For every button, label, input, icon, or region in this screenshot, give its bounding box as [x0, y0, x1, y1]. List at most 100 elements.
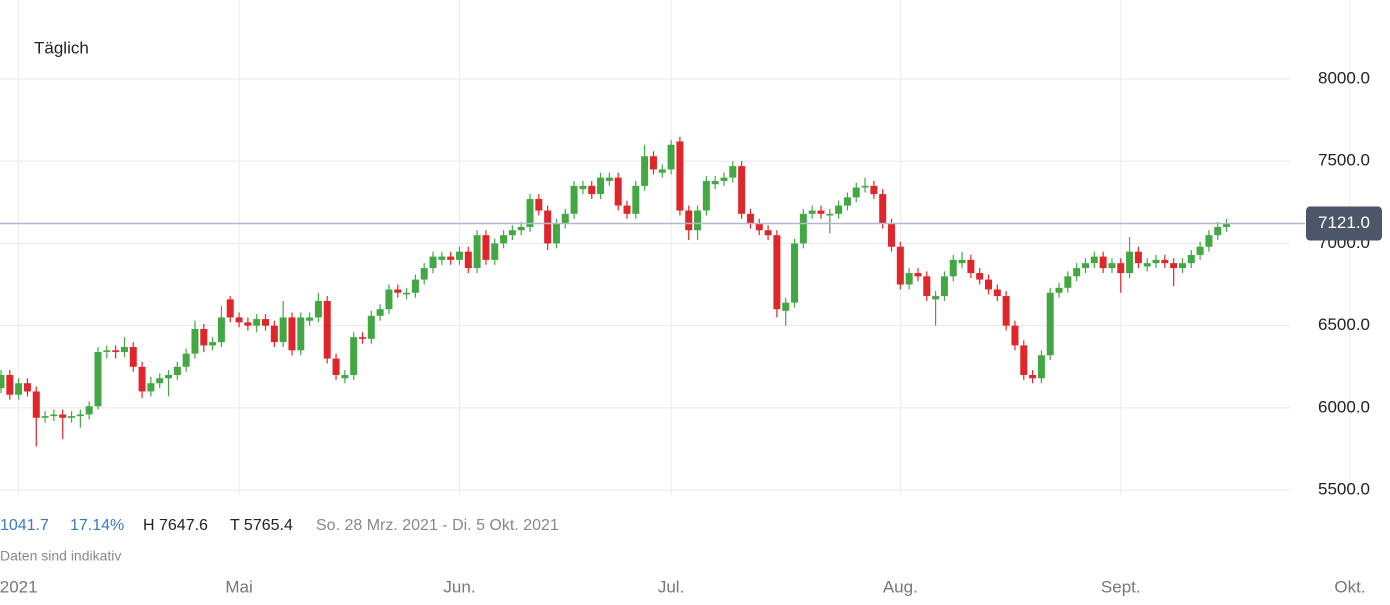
candle-body	[385, 289, 393, 310]
disclaimer: Daten sind indikativ	[0, 548, 121, 564]
candle-body	[729, 166, 737, 178]
candle-body	[658, 169, 666, 173]
candle-body	[1099, 256, 1107, 269]
candle-body	[826, 213, 834, 216]
candle-body	[1134, 251, 1142, 264]
candle-body	[535, 199, 543, 211]
candle-body	[782, 302, 790, 311]
candle-body	[852, 187, 860, 198]
candle-body	[50, 414, 58, 417]
candle-body	[182, 353, 190, 367]
candles	[0, 136, 1231, 447]
candle-body	[958, 259, 966, 264]
candle-body	[262, 319, 270, 326]
candle-body	[949, 259, 957, 277]
candle-body	[376, 309, 384, 316]
candle-body	[835, 205, 843, 214]
candle-body	[799, 213, 807, 244]
candle-body	[32, 391, 40, 418]
candle-body	[1090, 256, 1098, 264]
candle-body	[279, 317, 287, 343]
candle-body	[94, 351, 102, 407]
candle-body	[508, 230, 516, 236]
candle-body	[209, 342, 217, 346]
candle-body	[120, 347, 128, 352]
candle-body	[870, 185, 878, 195]
candle-body	[112, 350, 120, 352]
candle-body	[676, 141, 684, 211]
candle-body	[464, 251, 472, 269]
candle-body	[217, 317, 225, 343]
candle-body	[967, 259, 975, 274]
candle-body	[1055, 287, 1063, 293]
candle-body	[570, 185, 578, 214]
candle-body	[253, 319, 261, 326]
candle-body	[561, 213, 569, 224]
candle-body	[641, 156, 649, 186]
x-tick-label: Sept.	[1101, 577, 1141, 596]
candle-body	[6, 375, 14, 395]
x-tick-label: Jul.	[658, 577, 684, 596]
candle-body	[85, 406, 93, 415]
candle-body	[491, 243, 499, 260]
candle-body	[1205, 235, 1213, 247]
candle-body	[191, 328, 199, 354]
low-label: T 5765.4	[230, 517, 293, 534]
candle-body	[314, 300, 322, 318]
candle-body	[843, 197, 851, 206]
candle-body	[552, 223, 560, 244]
candle-body	[711, 180, 719, 185]
candle-body	[1046, 292, 1054, 356]
candle-body	[200, 328, 208, 346]
candle-body	[138, 366, 146, 392]
grid	[0, 0, 1351, 495]
candle-body	[403, 292, 411, 295]
candle-body	[367, 315, 375, 339]
candle-body	[861, 185, 869, 188]
candle-body	[614, 177, 622, 206]
y-tick-label: 5500.0	[1318, 480, 1370, 499]
candle-body	[720, 177, 728, 181]
candle-body	[226, 299, 234, 318]
candle-body	[455, 251, 463, 260]
candle-body	[1064, 276, 1072, 288]
x-tick-label: Jun.	[443, 577, 475, 596]
candle-body	[1178, 263, 1186, 269]
candle-body	[755, 223, 763, 231]
candle-body	[420, 268, 428, 280]
candle-body	[632, 185, 640, 214]
y-tick-label: 6500.0	[1318, 315, 1370, 334]
candle-body	[579, 185, 587, 190]
candle-body	[1037, 355, 1045, 379]
candle-body	[297, 317, 305, 351]
candle-body	[649, 156, 657, 170]
candle-body	[1073, 268, 1081, 277]
candle-body	[694, 210, 702, 231]
last-price-label: 7121.0	[1318, 213, 1370, 232]
candle-body	[923, 276, 931, 297]
candle-body	[288, 317, 296, 351]
candle-body	[1161, 259, 1169, 264]
date-range: So. 28 Mrz. 2021 - Di. 5 Okt. 2021	[316, 517, 559, 534]
candle-body	[623, 205, 631, 214]
candle-body	[482, 235, 490, 260]
candle-body	[985, 279, 993, 290]
candle-body	[103, 350, 111, 352]
candle-body	[1117, 263, 1125, 274]
change-percent: 17.14%	[70, 517, 124, 534]
x-tick-label: 2021	[0, 577, 38, 596]
candle-body	[1002, 296, 1010, 326]
candle-body	[1011, 325, 1019, 346]
candle-body	[526, 199, 534, 227]
candle-body	[764, 230, 772, 236]
candle-body	[129, 347, 137, 367]
y-tick-label: 8000.0	[1318, 68, 1370, 87]
candle-body	[306, 317, 314, 321]
candle-body	[1170, 263, 1178, 269]
candle-body	[976, 273, 984, 280]
candle-body	[940, 276, 948, 297]
y-tick-label: 6000.0	[1318, 397, 1370, 416]
candle-body	[1187, 254, 1195, 264]
x-tick-label: Aug.	[883, 577, 918, 596]
